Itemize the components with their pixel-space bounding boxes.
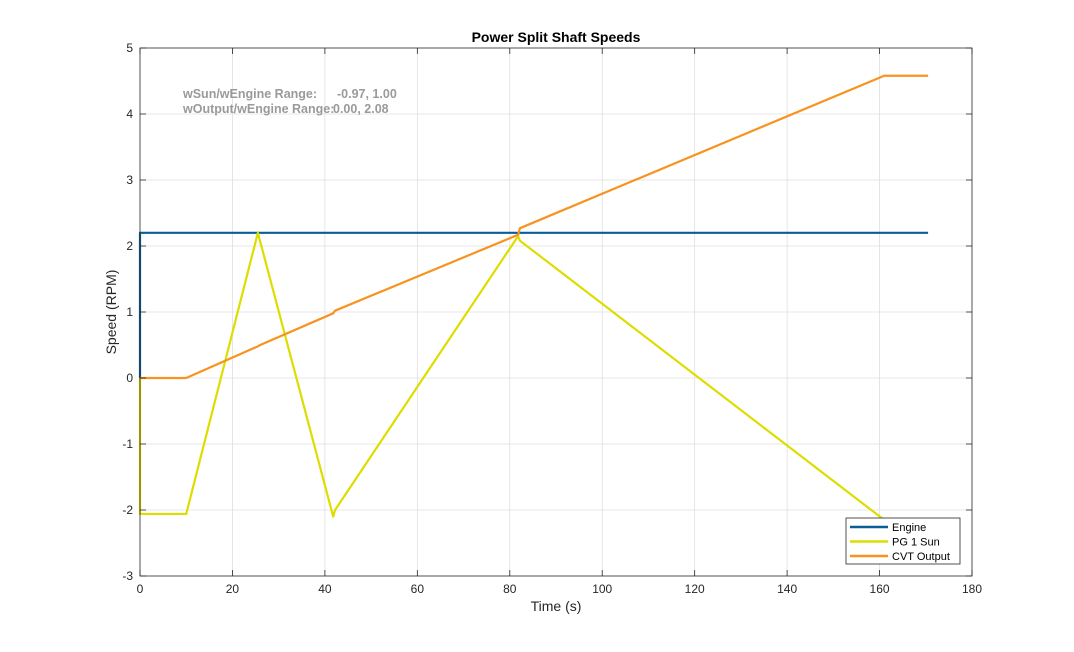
range-annotations: wSun/wEngine Range: -0.97, 1.00 wOutput/… — [182, 87, 397, 116]
series-line — [140, 74, 929, 380]
annotation-sun-value: -0.97, 1.00 — [337, 87, 397, 101]
legend-label: Engine — [892, 522, 926, 534]
y-tick-label: 2 — [126, 239, 133, 253]
chart-legend: Engine PG 1 Sun CVT Output — [845, 517, 961, 565]
x-tick-label: 40 — [318, 582, 332, 596]
legend-label: CVT Output — [892, 551, 950, 563]
x-tick-label: 160 — [870, 582, 890, 596]
annotation-sun-label: wSun/wEngine Range: — [182, 87, 317, 101]
x-tick-label: 60 — [411, 582, 425, 596]
y-tick-label: 4 — [126, 107, 133, 121]
x-tick-label: 100 — [592, 582, 612, 596]
grid-lines — [140, 48, 972, 576]
y-tick-label: -1 — [122, 437, 133, 451]
chart-title: Power Split Shaft Speeds — [472, 29, 641, 45]
annotation-output-label: wOutput/wEngine Range: — [182, 102, 334, 116]
y-tick-label: -2 — [122, 503, 133, 517]
y-axis-label: Speed (RPM) — [103, 270, 119, 355]
x-tick-label: 180 — [962, 582, 982, 596]
x-axis-label: Time (s) — [531, 598, 582, 614]
x-tick-label: 80 — [503, 582, 517, 596]
y-tick-label: 1 — [126, 305, 133, 319]
y-tick-label: 5 — [126, 41, 133, 55]
x-tick-label: 20 — [226, 582, 240, 596]
y-tick-label: 3 — [126, 173, 133, 187]
legend-label: PG 1 Sun — [892, 537, 940, 549]
x-tick-label: 0 — [137, 582, 144, 596]
y-tick-label: -3 — [122, 569, 133, 583]
y-tick-label: 0 — [126, 371, 133, 385]
axis-ticks: 0 20 40 60 80 100 120 140 160 180 -3 -2 -1 0 1 2 3 4 5 — [122, 41, 982, 596]
x-tick-label: 120 — [685, 582, 705, 596]
series-line — [138, 231, 885, 521]
x-tick-label: 140 — [777, 582, 797, 596]
annotation-output-value: 0.00, 2.08 — [333, 102, 389, 116]
